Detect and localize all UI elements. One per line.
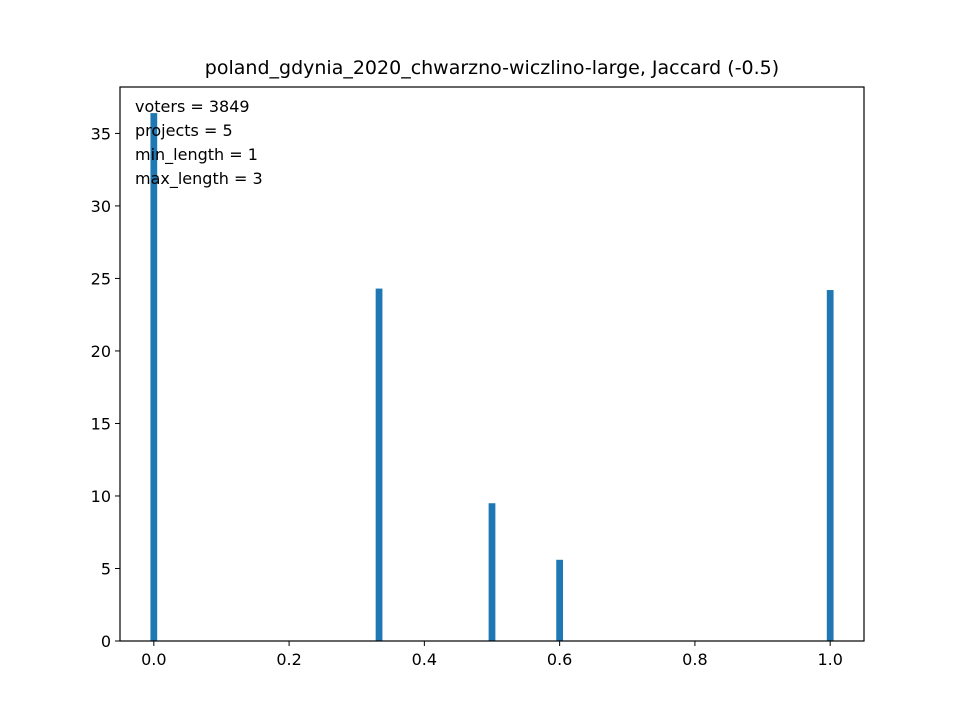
bar-4 [826,290,834,641]
bar-3 [556,559,564,641]
y-tick-label: 35 [91,124,111,143]
x-tick-label: 1.0 [817,650,842,669]
annotation-projects: projects = 5 [135,121,233,140]
y-tick-label: 25 [91,269,111,288]
x-tick-label: 0.4 [412,650,437,669]
annotation-voters: voters = 3849 [135,97,250,116]
y-tick-label: 30 [91,197,111,216]
bar-2 [488,503,496,641]
y-axis: 0 5 10 15 20 25 30 35 [91,124,120,651]
plot-frame [119,86,865,642]
y-tick-label: 0 [101,632,111,651]
annotation-block: voters = 3849 projects = 5 min_length = … [135,97,263,189]
y-tick-label: 20 [91,342,111,361]
bar-0 [150,113,158,641]
bar-1 [375,288,383,641]
y-tick-label: 10 [91,487,111,506]
x-tick-label: 0.2 [276,650,301,669]
annotation-min-length: min_length = 1 [135,145,258,165]
x-axis: 0.0 0.2 0.4 0.6 0.8 1.0 [141,641,843,669]
x-tick-label: 0.6 [547,650,572,669]
annotation-max-length: max_length = 3 [135,169,263,189]
y-tick-label: 15 [91,414,111,433]
chart-title: poland_gdynia_2020_chwarzno-wiczlino-lar… [205,57,779,79]
bars-layer [150,113,834,641]
x-tick-label: 0.8 [682,650,707,669]
y-tick-label: 5 [101,559,111,578]
x-tick-label: 0.0 [141,650,166,669]
